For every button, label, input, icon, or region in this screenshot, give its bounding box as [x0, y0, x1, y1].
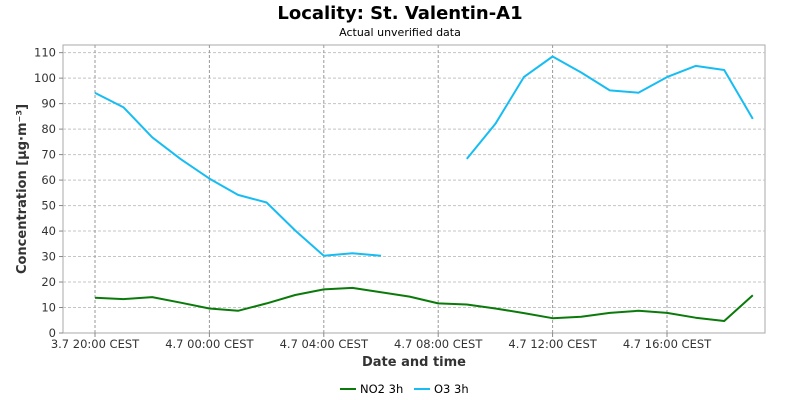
plot-area: [62, 44, 766, 334]
y-tick-label: 90: [41, 97, 56, 111]
chart-subtitle: Actual unverified data: [339, 26, 461, 39]
y-tick-label: 20: [41, 275, 56, 289]
legend-label: O3 3h: [434, 382, 469, 396]
y-tick-label: 10: [41, 301, 56, 315]
legend: NO2 3h O3 3h: [340, 382, 469, 396]
series-line-no2: [94, 286, 754, 322]
y-tick-label: 60: [41, 173, 56, 187]
x-axis-label: Date and time: [362, 355, 466, 370]
axes: 0 10 20 30 40 50 60 70 80 90 100 110 3.7 20:00 CEST 4…: [34, 46, 712, 351]
y-tick-label: 110: [34, 46, 56, 60]
x-tick-label: 4.7 00:00 CEST: [165, 337, 254, 351]
x-tick-label: 4.7 08:00 CEST: [394, 337, 483, 351]
y-tick-label: 70: [41, 148, 56, 162]
y-tick-label: 30: [41, 250, 56, 264]
x-tick-label: 4.7 16:00 CEST: [623, 337, 712, 351]
y-tick-label: 50: [41, 199, 56, 213]
series-lines: [94, 55, 754, 322]
y-axis-label: Concentration [µg·m⁻³]: [15, 104, 30, 274]
series-line-o3: [466, 55, 754, 160]
y-tick-label: 0: [49, 326, 56, 340]
chart-title: Locality: St. Valentin-A1: [277, 3, 522, 24]
x-tick-label: 3.7 20:00 CEST: [51, 337, 140, 351]
y-tick-label: 80: [41, 122, 56, 136]
x-tick-label: 4.7 04:00 CEST: [280, 337, 369, 351]
legend-label: NO2 3h: [360, 382, 403, 396]
series-line-o3: [94, 92, 382, 257]
y-tick-label: 40: [41, 224, 56, 238]
y-tick-label: 100: [34, 71, 56, 85]
x-tick-label: 4.7 12:00 CEST: [508, 337, 597, 351]
